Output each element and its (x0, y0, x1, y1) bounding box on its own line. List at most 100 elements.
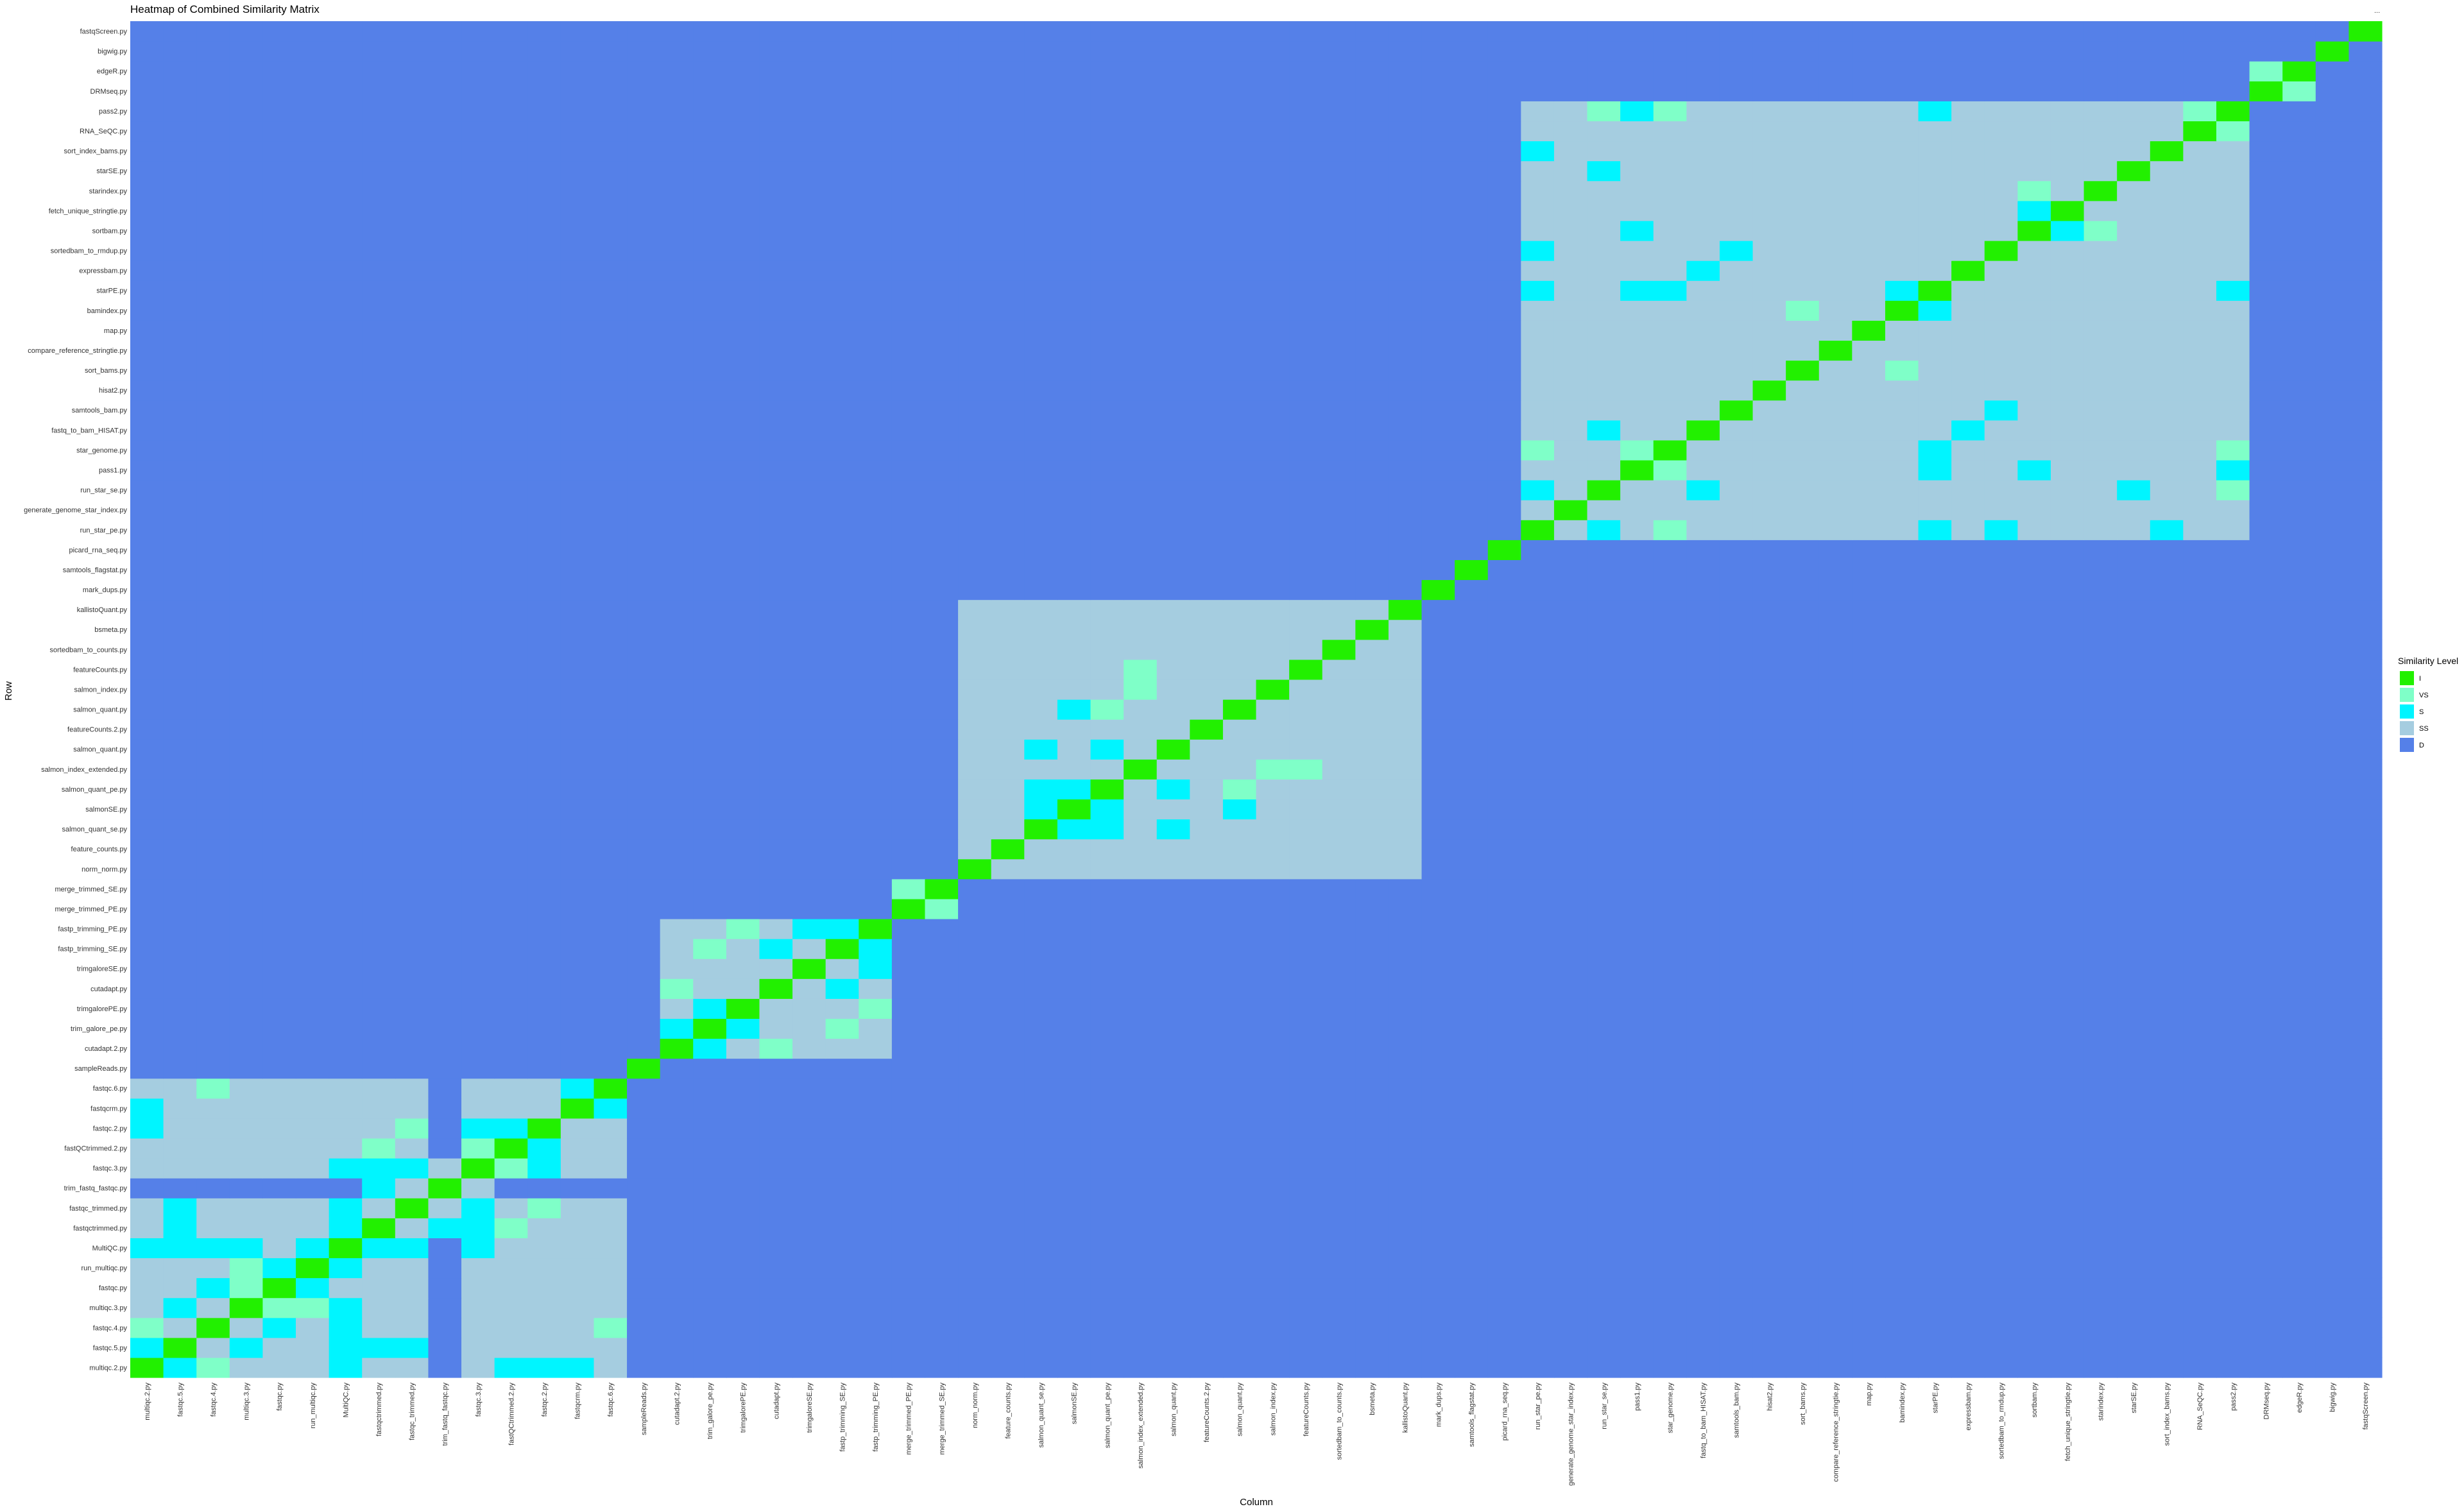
heatmap-cell (2216, 1297, 2250, 1318)
heatmap-cell (1322, 579, 1356, 601)
heatmap-cell (1918, 1357, 1952, 1378)
heatmap-cell (2150, 959, 2184, 979)
heatmap-cell (726, 1158, 760, 1179)
heatmap-cell (296, 1258, 330, 1279)
heatmap-cell (627, 959, 661, 979)
heatmap-cell (1951, 260, 1985, 281)
heatmap-cell (1818, 1277, 1852, 1299)
heatmap-cell (1156, 779, 1190, 800)
heatmap-cell (958, 300, 992, 321)
heatmap-cell (428, 260, 462, 281)
heatmap-cell (494, 998, 528, 1019)
heatmap-cell (1156, 500, 1190, 520)
heatmap-cell (891, 1118, 926, 1139)
heatmap-cell (2017, 619, 2051, 640)
heatmap-cell (1553, 978, 1588, 999)
heatmap-cell (1388, 1317, 1423, 1338)
heatmap-cell (395, 759, 429, 780)
heatmap-cell (560, 1238, 595, 1259)
heatmap-cell (1553, 998, 1588, 1019)
heatmap-cell (2348, 1118, 2383, 1139)
heatmap-cell (163, 400, 197, 421)
heatmap-cell (1388, 639, 1423, 660)
heatmap-cell (1455, 520, 1489, 540)
heatmap-cell (329, 21, 363, 42)
heatmap-cell (1521, 160, 1555, 182)
heatmap-cell (2183, 739, 2217, 760)
heatmap-cell (2017, 1018, 2051, 1039)
heatmap-cell (594, 1118, 628, 1139)
heatmap-cell (461, 340, 495, 361)
heatmap-cell (229, 180, 264, 201)
heatmap-cell (1620, 1018, 1654, 1039)
heatmap-cell (296, 1357, 330, 1378)
row-tick-label: salmon_quant.py (73, 706, 127, 714)
heatmap-cell (1553, 858, 1588, 880)
heatmap-cell (759, 280, 793, 301)
heatmap-cell (163, 420, 197, 441)
heatmap-cell (262, 1198, 296, 1218)
heatmap-cell (1388, 819, 1423, 840)
heatmap-cell (428, 918, 462, 939)
heatmap-cell (792, 420, 826, 441)
heatmap-cell (925, 180, 959, 201)
heatmap-cell (1719, 799, 1754, 820)
heatmap-cell (991, 41, 1025, 62)
heatmap-cell (560, 878, 595, 899)
heatmap-cell (2315, 240, 2349, 261)
heatmap-cell (859, 320, 893, 341)
heatmap-cell (130, 998, 164, 1019)
heatmap-cell (1487, 180, 1521, 201)
heatmap-cell (428, 579, 462, 601)
heatmap-cell (1951, 200, 1985, 221)
heatmap-cell (262, 699, 296, 720)
heatmap-cell (262, 61, 296, 81)
heatmap-cell (1521, 918, 1555, 939)
heatmap-cell (494, 1098, 528, 1119)
heatmap-cell (1421, 858, 1455, 880)
heatmap-cell (627, 939, 661, 959)
heatmap-cell (1090, 200, 1124, 221)
heatmap-cell (1818, 240, 1852, 261)
heatmap-cell (726, 160, 760, 182)
heatmap-cell (1487, 1258, 1521, 1279)
heatmap-cell (229, 400, 264, 421)
heatmap-cell (1124, 1218, 1158, 1238)
heatmap-cell (428, 1258, 462, 1279)
heatmap-cell (2315, 1198, 2349, 1218)
heatmap-cell (560, 500, 595, 520)
heatmap-cell (991, 101, 1025, 122)
heatmap-cell (925, 939, 959, 959)
heatmap-cell (925, 898, 959, 919)
heatmap-cell (759, 619, 793, 640)
heatmap-cell (859, 959, 893, 979)
heatmap-cell (1786, 1138, 1820, 1159)
heatmap-cell (1222, 420, 1257, 441)
heatmap-cell (1190, 320, 1224, 341)
heatmap-cell (2216, 1138, 2250, 1159)
heatmap-cell (1256, 141, 1290, 162)
heatmap-cell (163, 141, 197, 162)
heatmap-cell (1156, 1118, 1190, 1139)
heatmap-cell (130, 619, 164, 640)
heatmap-cell (527, 1138, 561, 1159)
heatmap-cell (2150, 858, 2184, 880)
heatmap-cell (660, 759, 694, 780)
heatmap-cell (1918, 659, 1952, 680)
heatmap-cell (693, 1337, 727, 1358)
heatmap-cell (1455, 599, 1489, 620)
heatmap-cell (1852, 141, 1886, 162)
heatmap-cell (2083, 21, 2118, 42)
heatmap-cell (1885, 101, 1919, 122)
heatmap-cell (2216, 918, 2250, 939)
heatmap-cell (2348, 1317, 2383, 1338)
heatmap-cell (527, 839, 561, 860)
heatmap-cell (196, 1277, 230, 1299)
heatmap-cell (1222, 599, 1257, 620)
heatmap-cell (1885, 679, 1919, 700)
heatmap-cell (759, 1118, 793, 1139)
heatmap-cell (1289, 918, 1323, 939)
heatmap-cell (1620, 480, 1654, 500)
heatmap-cell (1222, 300, 1257, 321)
heatmap-cell (229, 420, 264, 441)
